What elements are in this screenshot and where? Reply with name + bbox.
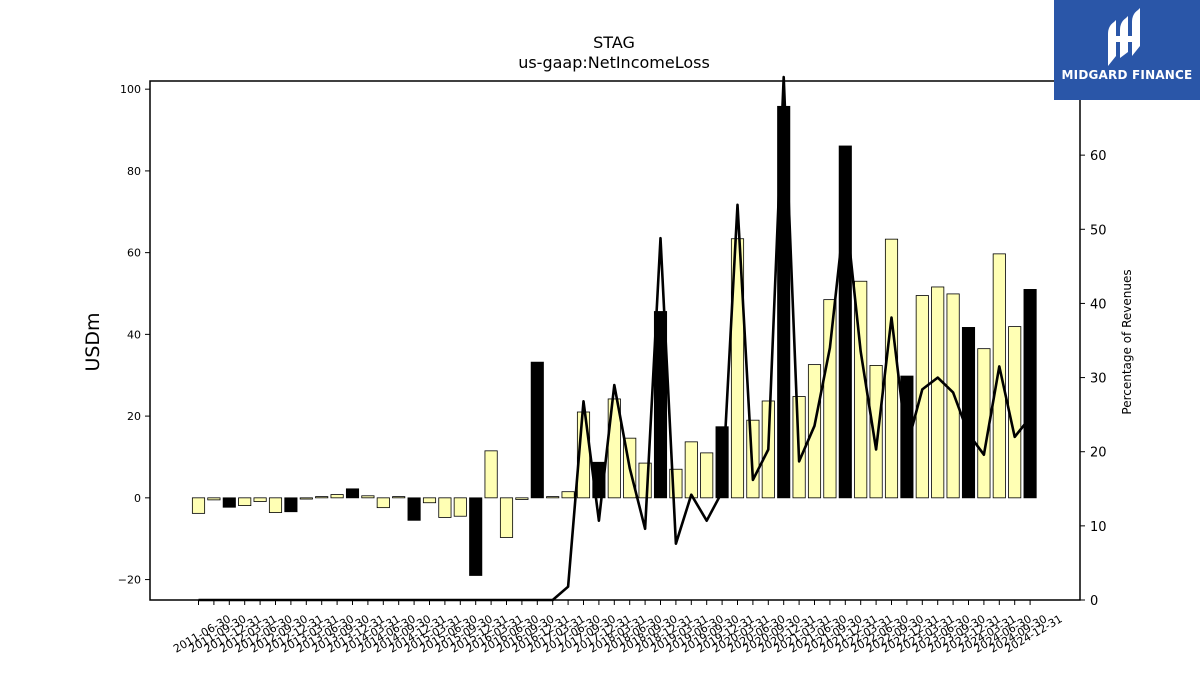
y2-tick-label: 10 (1090, 520, 1107, 535)
bar (330, 494, 344, 499)
bar (299, 497, 313, 500)
logo-text: MIDGARD FINANCE (1061, 68, 1193, 82)
bar (884, 238, 899, 499)
bar (453, 497, 467, 517)
bar (992, 253, 1006, 499)
plot-frame (149, 80, 1081, 601)
bars-layer (191, 105, 1037, 576)
y2-axis-label: Percentage of Revenues (1120, 269, 1134, 414)
chart-title: STAG (593, 33, 635, 52)
bar (515, 497, 529, 500)
bar (961, 327, 976, 499)
y-tick-label: 40 (127, 328, 141, 341)
bar (823, 299, 837, 499)
line-layer (198, 75, 1032, 602)
bar (653, 311, 668, 499)
bar (915, 295, 929, 499)
bar (422, 497, 437, 504)
bar (700, 452, 714, 499)
bar (469, 497, 483, 576)
y-axis-label: USDm (82, 312, 104, 371)
bar (730, 238, 745, 499)
chart-subtitle: us-gaap:NetIncomeLoss (518, 53, 710, 72)
bar (499, 497, 514, 538)
bar (484, 450, 498, 499)
y-tick-label: 20 (127, 410, 141, 423)
bar (284, 497, 298, 513)
bar (238, 497, 252, 506)
bar (253, 497, 267, 502)
bar (561, 491, 575, 499)
bar (392, 496, 406, 499)
y-tick-label: 100 (120, 83, 141, 96)
bar (207, 497, 221, 501)
percentage-line (198, 75, 1032, 602)
y-tick-label: 0 (134, 492, 141, 505)
bar (407, 497, 421, 521)
y2-tick-label: 40 (1090, 297, 1107, 312)
y2-tick-label: 60 (1090, 149, 1107, 164)
y2-tick-label: 20 (1090, 446, 1107, 461)
y2-tick-label: 0 (1090, 594, 1098, 609)
bar (376, 497, 390, 509)
bar (315, 496, 329, 499)
y-tick-label: −20 (118, 574, 141, 587)
bar (807, 364, 822, 499)
bar (931, 286, 945, 499)
logo-mark-icon (1108, 8, 1140, 66)
bar (268, 497, 283, 513)
bar (191, 497, 206, 514)
bar (345, 488, 360, 499)
bar (838, 145, 852, 499)
bar (684, 441, 698, 499)
brand-logo: MIDGARD FINANCE (1054, 0, 1200, 100)
bar (530, 361, 544, 499)
y-tick-label: 60 (127, 247, 141, 260)
y2-tick-label: 50 (1090, 223, 1107, 238)
y-tick-label: 80 (127, 165, 141, 178)
bar (438, 497, 452, 518)
bar (869, 365, 883, 499)
y2-tick-label: 30 (1090, 372, 1107, 387)
bar (222, 497, 236, 508)
bar (361, 495, 375, 499)
bar (1023, 289, 1037, 499)
axes-layer: −2002040608010001020304050602011-06-3020… (118, 80, 1107, 656)
bar (546, 496, 560, 499)
